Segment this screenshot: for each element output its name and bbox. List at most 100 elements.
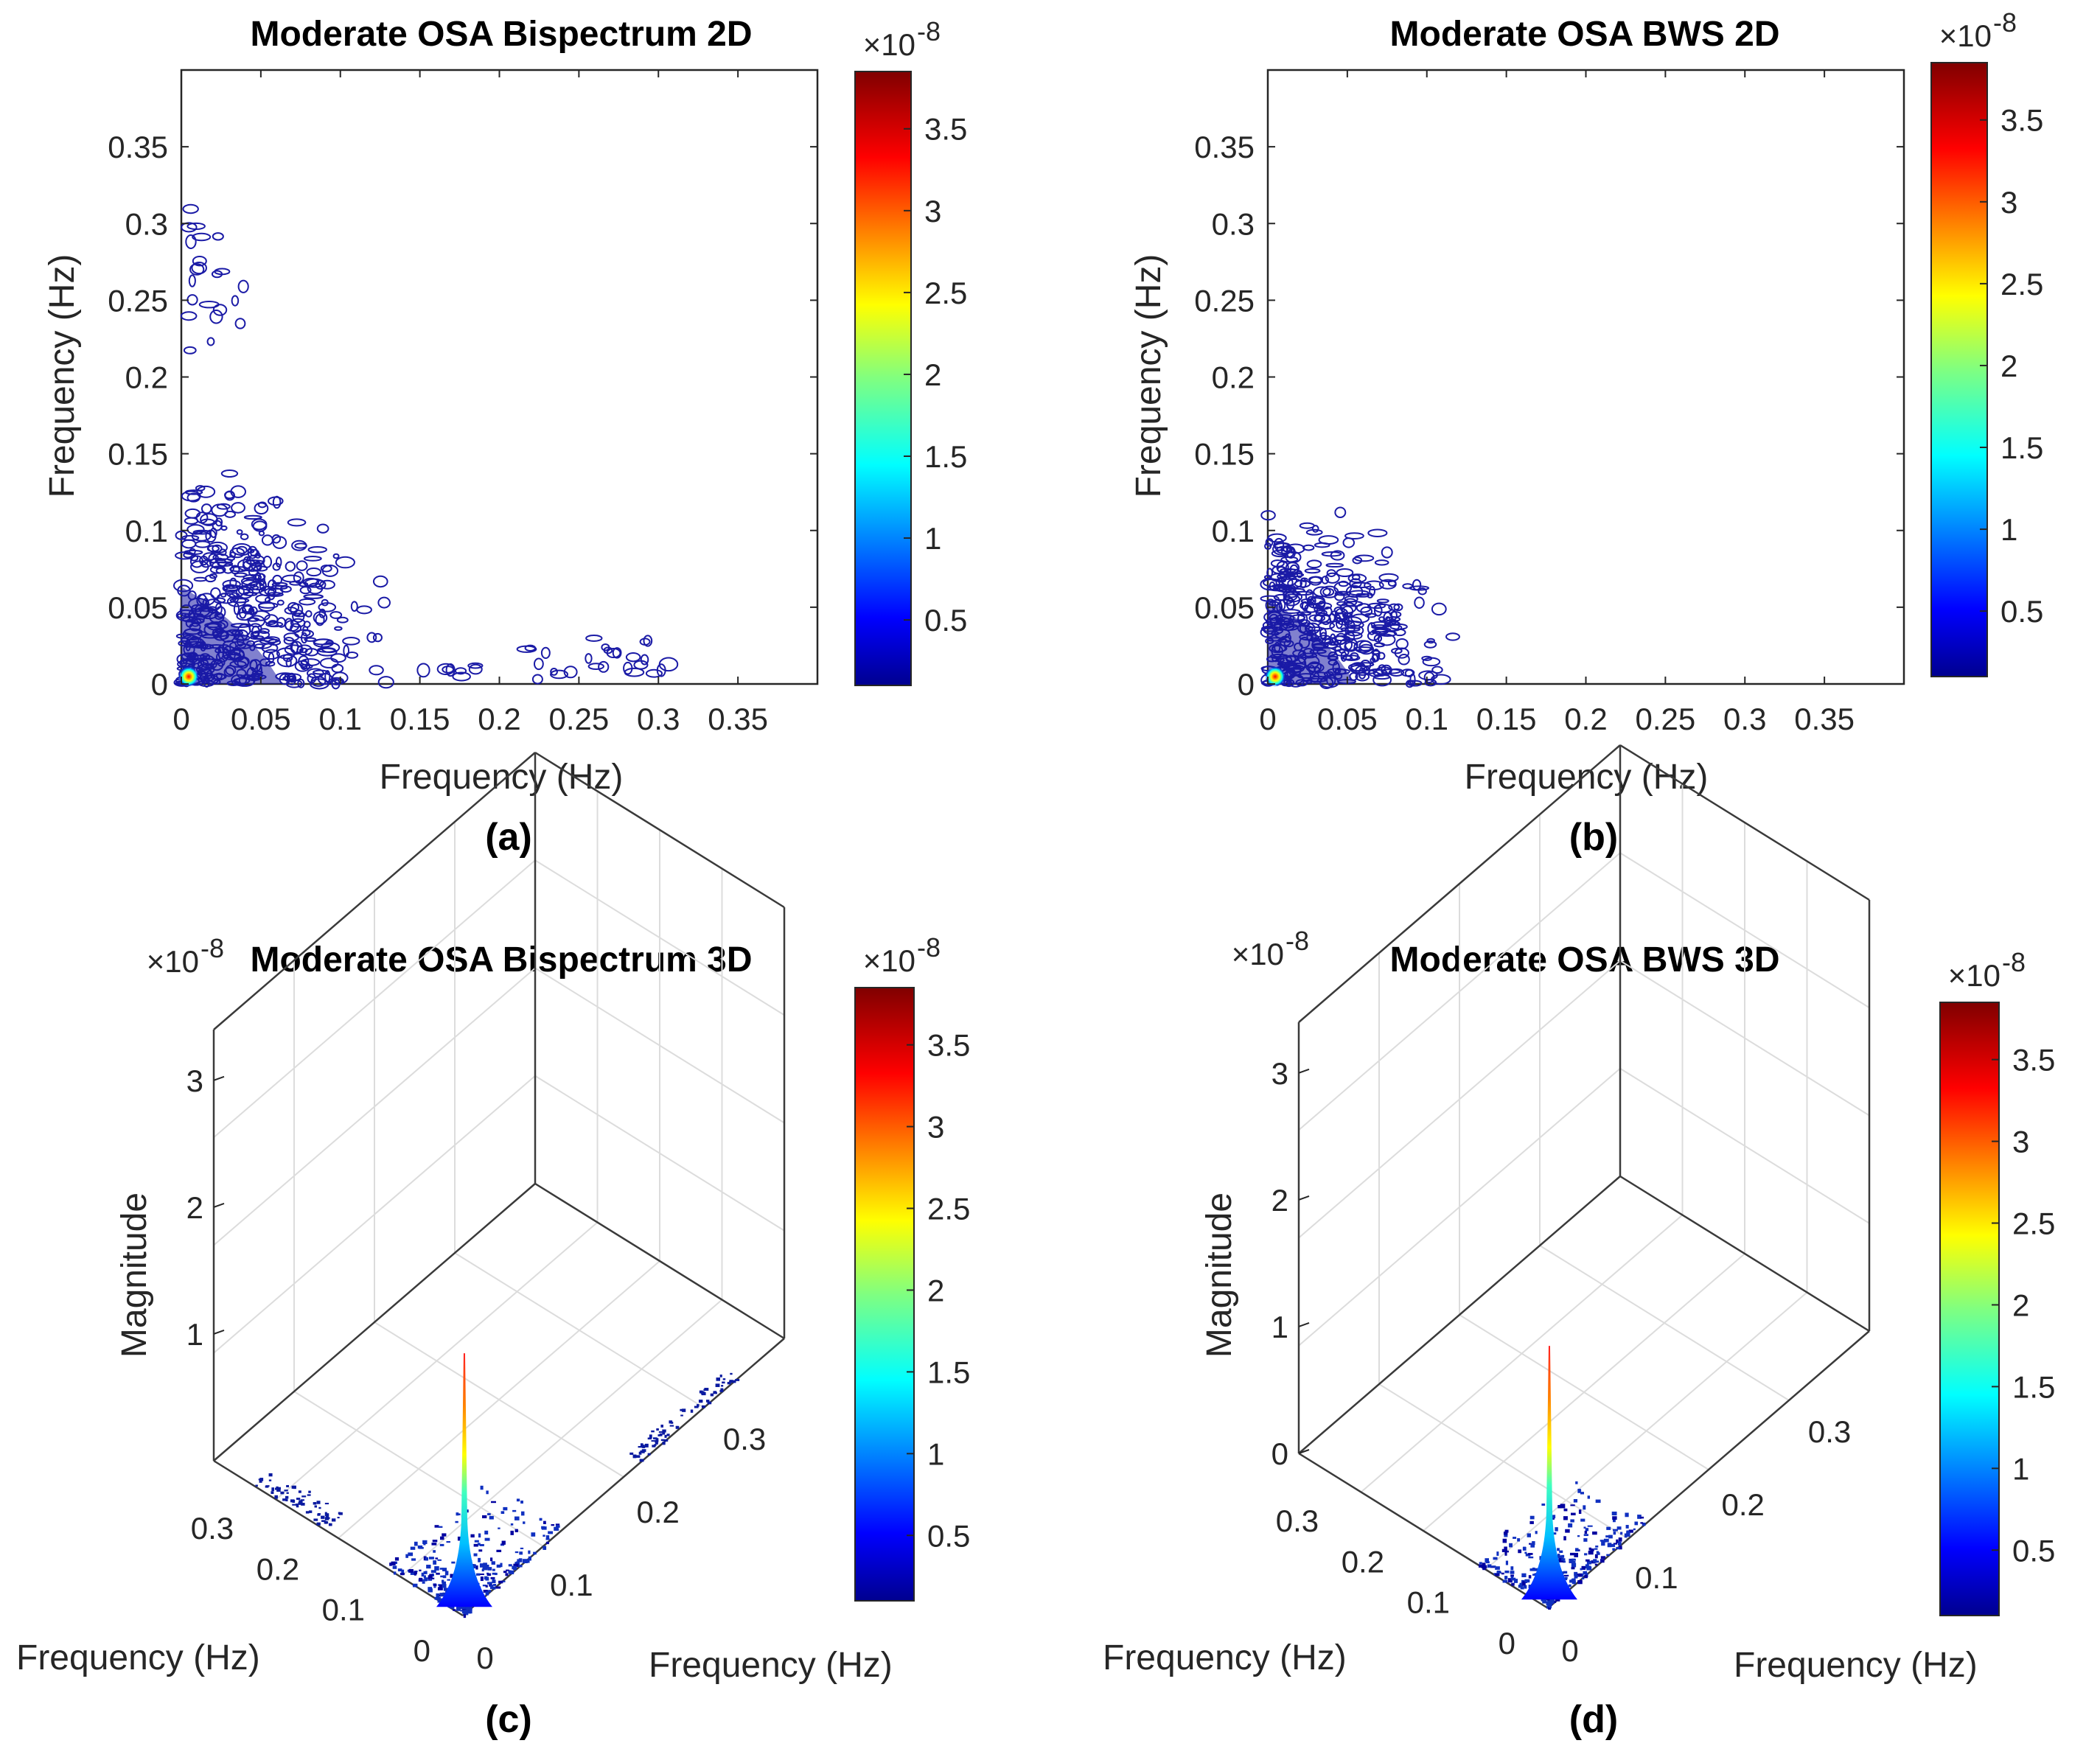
colorbar-exponent: -8 bbox=[1993, 7, 2017, 38]
x-tick-label: 0.3 bbox=[723, 1422, 766, 1456]
contour-line bbox=[184, 508, 201, 519]
colorbar-b: 0.5 1 1.5 2 2.5 3 3.5 ×10 -8 bbox=[1930, 7, 2043, 677]
surface-point bbox=[1612, 1518, 1616, 1523]
xlabel-a: Frequency (Hz) bbox=[380, 758, 624, 797]
colorbar-c: 0.5 1 1.5 2 2.5 3 3.5 ×10 -8 bbox=[854, 932, 970, 1602]
x-tick-label: 0.25 bbox=[1636, 702, 1696, 736]
y-tick-label: 0 bbox=[1499, 1626, 1515, 1661]
surface-point bbox=[690, 1409, 694, 1413]
surface-point bbox=[1577, 1573, 1583, 1577]
contour-line bbox=[208, 553, 219, 564]
contour-line bbox=[1370, 621, 1389, 629]
caption-b: (b) bbox=[1569, 816, 1618, 859]
surface-point bbox=[1529, 1515, 1535, 1520]
contour-line bbox=[264, 587, 284, 596]
contour-line bbox=[249, 635, 265, 640]
surface-point bbox=[528, 1550, 531, 1554]
surface-point bbox=[523, 1521, 526, 1524]
contour-line bbox=[303, 594, 324, 599]
surface-point bbox=[1580, 1492, 1585, 1495]
surface-point bbox=[719, 1375, 722, 1377]
grid-line bbox=[213, 967, 536, 1246]
contour-line bbox=[183, 346, 197, 355]
surface-point bbox=[1517, 1538, 1521, 1542]
contour-line bbox=[1330, 610, 1338, 616]
contour-line bbox=[645, 668, 663, 678]
contour-line bbox=[253, 565, 268, 572]
surface-point bbox=[1594, 1554, 1598, 1559]
surface-point bbox=[422, 1579, 428, 1582]
contour-line bbox=[1333, 606, 1345, 614]
surface-point bbox=[1584, 1531, 1588, 1534]
colorbar-exponent: -8 bbox=[917, 932, 941, 963]
surface-point bbox=[442, 1582, 444, 1585]
surface-point bbox=[1626, 1530, 1629, 1535]
surface-point bbox=[428, 1588, 433, 1593]
ylabel-c: Frequency (Hz) bbox=[16, 1638, 260, 1677]
surface-point bbox=[298, 1490, 301, 1493]
contour-line bbox=[247, 615, 265, 628]
colorbar-tick-label: 3 bbox=[927, 1110, 944, 1145]
contour-line bbox=[1300, 577, 1308, 582]
contour-line bbox=[254, 643, 265, 649]
surface-point bbox=[647, 1453, 651, 1456]
plot-area-a bbox=[180, 69, 819, 685]
surface-point bbox=[1587, 1560, 1592, 1563]
surface-point bbox=[428, 1587, 433, 1590]
surface-point bbox=[491, 1501, 496, 1504]
surface-point bbox=[662, 1429, 666, 1433]
surface-point bbox=[1600, 1556, 1606, 1559]
surface-point bbox=[1485, 1558, 1490, 1562]
colorbar-tick-label: 1 bbox=[2000, 512, 2017, 547]
contour-line bbox=[243, 514, 262, 520]
contour-line bbox=[1266, 568, 1274, 578]
surface-point bbox=[1578, 1509, 1582, 1515]
box-edge bbox=[213, 1459, 464, 1617]
surface-point bbox=[460, 1606, 466, 1610]
surface-point bbox=[410, 1546, 416, 1550]
surface-point bbox=[331, 1518, 336, 1522]
surface-point bbox=[517, 1565, 523, 1568]
y-tick-label: 0.1 bbox=[125, 514, 168, 548]
surface-point bbox=[467, 1610, 472, 1614]
y-tick-label: 0.1 bbox=[1407, 1585, 1450, 1620]
surface-point bbox=[1606, 1526, 1611, 1530]
grid-line bbox=[1539, 1245, 1790, 1401]
surface-point bbox=[1504, 1529, 1509, 1533]
surface-point bbox=[1600, 1559, 1605, 1563]
surface-point bbox=[655, 1438, 659, 1442]
surface-point bbox=[1511, 1582, 1515, 1586]
contour-line bbox=[1393, 628, 1406, 637]
surface-point bbox=[1595, 1499, 1601, 1504]
surface-point bbox=[522, 1559, 528, 1564]
contour-line bbox=[247, 545, 258, 559]
contour-line bbox=[1333, 581, 1353, 595]
colorbar-tick-label: 3 bbox=[2012, 1125, 2029, 1159]
contour-line bbox=[1367, 622, 1377, 635]
contour-line bbox=[189, 263, 205, 276]
surface-point bbox=[292, 1504, 297, 1506]
surface-point bbox=[472, 1564, 476, 1569]
z-tick-label: 3 bbox=[1271, 1056, 1288, 1091]
contour-line bbox=[1393, 603, 1403, 612]
contour-line bbox=[1431, 666, 1443, 674]
colorbar-multiplier: ×10 bbox=[863, 943, 915, 978]
surface-point bbox=[391, 1561, 396, 1565]
surface-point bbox=[1577, 1535, 1580, 1537]
surface-point bbox=[1613, 1543, 1618, 1545]
contour-line bbox=[1260, 510, 1276, 521]
grid-line bbox=[1360, 1214, 1684, 1493]
surface-point bbox=[525, 1559, 530, 1563]
title-b: Moderate OSA BWS 2D bbox=[1390, 15, 1780, 54]
contour-line bbox=[1342, 654, 1361, 662]
surface-point bbox=[495, 1586, 501, 1589]
surface-point bbox=[393, 1571, 397, 1575]
surface-point bbox=[439, 1584, 443, 1588]
surface-point bbox=[670, 1422, 674, 1424]
surface-point bbox=[1580, 1568, 1583, 1571]
surface-point bbox=[514, 1516, 520, 1520]
surface-point bbox=[338, 1512, 343, 1515]
contour-line bbox=[265, 597, 271, 604]
panel-b: Moderate OSA BWS 2D 0 0.05 0.1 0.15 0.2 0.25 0… bbox=[1129, 7, 2043, 859]
contour-line bbox=[1374, 559, 1389, 566]
